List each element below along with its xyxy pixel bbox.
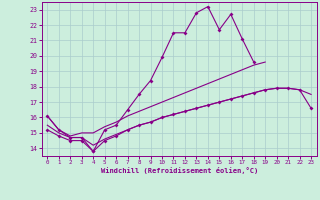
X-axis label: Windchill (Refroidissement éolien,°C): Windchill (Refroidissement éolien,°C) [100,167,258,174]
